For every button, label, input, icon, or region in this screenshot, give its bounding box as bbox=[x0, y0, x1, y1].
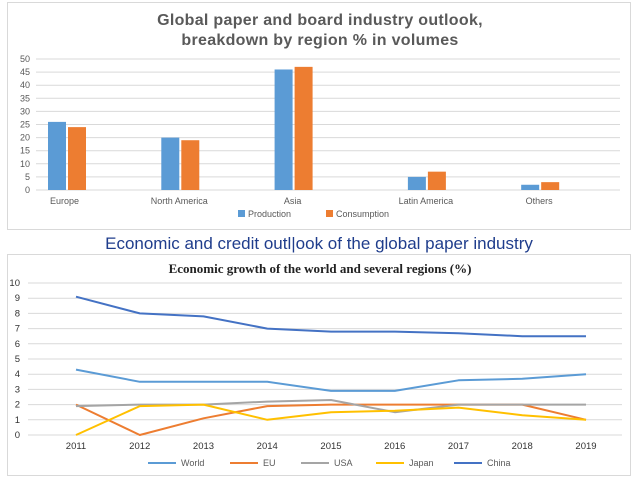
legend-swatch-production bbox=[238, 210, 245, 217]
line-y-tick-label: 9 bbox=[15, 293, 20, 304]
line-y-tick-label: 8 bbox=[15, 308, 20, 319]
bar-production bbox=[407, 176, 426, 190]
line-x-tick-label: 2014 bbox=[257, 441, 278, 452]
line-y-tick-label: 6 bbox=[15, 339, 20, 350]
line-y-tick-label: 5 bbox=[15, 354, 20, 365]
bar-y-tick-label: 0 bbox=[25, 185, 30, 195]
bar-production bbox=[274, 69, 293, 190]
bar-y-tick-label: 30 bbox=[20, 106, 30, 116]
bar-x-tick-label: Europe bbox=[50, 196, 79, 206]
line-x-tick-label: 2015 bbox=[320, 441, 341, 452]
bar-y-tick-label: 45 bbox=[20, 67, 30, 77]
bar-y-tick-label: 15 bbox=[20, 146, 30, 156]
line-y-tick-label: 4 bbox=[15, 369, 20, 380]
bar-chart-title-line-2: breakdown by region % in volumes bbox=[181, 32, 459, 49]
bar-consumption bbox=[181, 140, 200, 190]
legend-label-eu: EU bbox=[263, 458, 276, 468]
line-x-tick-label: 2019 bbox=[575, 441, 596, 452]
bar-production bbox=[48, 121, 66, 190]
legend-swatch-consumption bbox=[326, 210, 333, 217]
legend-label-usa: USA bbox=[334, 458, 353, 468]
bar-chart-panel: Global paper and board industry outlook,… bbox=[7, 2, 631, 230]
legend-label-china: China bbox=[487, 458, 511, 468]
line-x-tick-label: 2017 bbox=[448, 441, 469, 452]
bar-chart-title-line-1: Global paper and board industry outlook, bbox=[157, 12, 483, 29]
line-y-tick-label: 10 bbox=[9, 278, 20, 289]
line-x-tick-label: 2012 bbox=[129, 441, 150, 452]
line-x-tick-label: 2018 bbox=[512, 441, 533, 452]
bar-y-tick-label: 50 bbox=[20, 54, 30, 64]
legend-label-production: Production bbox=[248, 209, 291, 219]
legend-label-consumption: Consumption bbox=[336, 209, 389, 219]
bar-consumption bbox=[68, 127, 86, 190]
line-y-tick-label: 7 bbox=[15, 324, 20, 335]
bar-x-tick-label: Others bbox=[526, 196, 554, 206]
bar-consumption bbox=[294, 66, 313, 190]
bar-y-tick-label: 10 bbox=[20, 159, 30, 169]
section-heading: Economic and credit outl|ook of the glob… bbox=[105, 234, 533, 253]
line-chart-panel: Economic growth of the world and several… bbox=[7, 254, 631, 476]
bar-y-tick-label: 20 bbox=[20, 133, 30, 143]
line-x-tick-label: 2016 bbox=[384, 441, 405, 452]
series-line-japan bbox=[75, 403, 587, 436]
bar-x-tick-label: Latin America bbox=[399, 196, 454, 206]
bar-chart-title: Global paper and board industry outlook,… bbox=[8, 11, 632, 51]
line-y-tick-label: 2 bbox=[15, 400, 20, 411]
line-y-tick-label: 0 bbox=[15, 430, 20, 441]
bar-production bbox=[521, 184, 540, 190]
legend-label-world: World bbox=[181, 458, 204, 468]
line-y-tick-label: 3 bbox=[15, 384, 20, 395]
line-x-tick-label: 2011 bbox=[66, 441, 86, 452]
bar-x-tick-label: Asia bbox=[284, 196, 302, 206]
series-line-world bbox=[75, 368, 587, 392]
bar-y-tick-label: 5 bbox=[25, 172, 30, 182]
line-chart-svg: 0 1 2 3 4 5 6 7 8 9 10 2011 2012 2013 2014 2015 2016 2017… bbox=[9, 278, 622, 468]
bar-y-tick-label: 25 bbox=[20, 120, 30, 130]
line-chart-title: Economic growth of the world and several… bbox=[168, 261, 472, 276]
bar-y-tick-label: 40 bbox=[20, 80, 30, 90]
legend-label-japan: Japan bbox=[409, 458, 434, 468]
bar-x-tick-label: North America bbox=[151, 196, 208, 206]
line-x-tick-label: 2013 bbox=[193, 441, 214, 452]
series-line-china bbox=[75, 295, 586, 338]
bar-y-tick-label: 35 bbox=[20, 93, 30, 103]
bar-consumption bbox=[427, 171, 446, 190]
line-y-tick-label: 1 bbox=[15, 415, 20, 426]
bar-production bbox=[161, 137, 180, 190]
bar-consumption bbox=[541, 182, 560, 190]
bar-chart-svg: 0 5 10 15 20 25 30 35 40 45 50 Europe North America A… bbox=[20, 54, 620, 219]
